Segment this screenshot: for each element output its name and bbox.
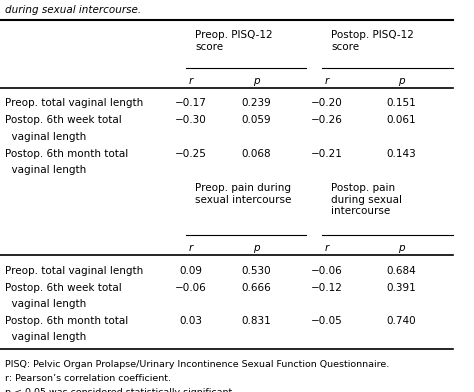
Text: Postop. 6th month total: Postop. 6th month total <box>5 316 128 326</box>
Text: −0.06: −0.06 <box>174 283 206 293</box>
Text: 0.151: 0.151 <box>386 98 416 109</box>
Text: −0.05: −0.05 <box>310 316 342 326</box>
Text: 0.391: 0.391 <box>386 283 416 293</box>
Text: 0.530: 0.530 <box>241 266 271 276</box>
Text: 0.143: 0.143 <box>386 149 416 159</box>
Text: r: r <box>188 76 192 86</box>
Text: 0.239: 0.239 <box>241 98 271 109</box>
Text: p: p <box>398 243 405 253</box>
Text: p: p <box>253 243 259 253</box>
Text: PISQ: Pelvic Organ Prolapse/Urinary Incontinence Sexual Function Questionnaire.: PISQ: Pelvic Organ Prolapse/Urinary Inco… <box>5 360 389 369</box>
Text: r: r <box>324 76 328 86</box>
Text: Preop. total vaginal length: Preop. total vaginal length <box>5 266 143 276</box>
Text: vaginal length: vaginal length <box>5 165 86 175</box>
Text: p < 0.05 was considered statistically significant.: p < 0.05 was considered statistically si… <box>5 388 235 392</box>
Text: −0.26: −0.26 <box>310 115 342 125</box>
Text: −0.17: −0.17 <box>174 98 206 109</box>
Text: −0.25: −0.25 <box>174 149 206 159</box>
Text: Preop. pain during
sexual intercourse: Preop. pain during sexual intercourse <box>195 183 292 205</box>
Text: vaginal length: vaginal length <box>5 299 86 309</box>
Text: Postop. 6th week total: Postop. 6th week total <box>5 283 121 293</box>
Text: vaginal length: vaginal length <box>5 132 86 142</box>
Text: vaginal length: vaginal length <box>5 332 86 342</box>
Text: 0.684: 0.684 <box>386 266 416 276</box>
Text: 0.03: 0.03 <box>179 316 202 326</box>
Text: r: Pearson’s correlation coefficient.: r: Pearson’s correlation coefficient. <box>5 374 171 383</box>
Text: 0.831: 0.831 <box>241 316 271 326</box>
Text: Preop. total vaginal length: Preop. total vaginal length <box>5 98 143 109</box>
Text: Postop. 6th month total: Postop. 6th month total <box>5 149 128 159</box>
Text: Postop. PISQ-12
score: Postop. PISQ-12 score <box>331 30 414 52</box>
Text: 0.061: 0.061 <box>386 115 416 125</box>
Text: Postop. pain
during sexual
intercourse: Postop. pain during sexual intercourse <box>331 183 402 216</box>
Text: 0.059: 0.059 <box>241 115 271 125</box>
Text: −0.30: −0.30 <box>174 115 206 125</box>
Text: −0.21: −0.21 <box>310 149 342 159</box>
Text: p: p <box>398 76 405 86</box>
Text: r: r <box>188 243 192 253</box>
Text: −0.20: −0.20 <box>310 98 342 109</box>
Text: r: r <box>324 243 328 253</box>
Text: Postop. 6th week total: Postop. 6th week total <box>5 115 121 125</box>
Text: during sexual intercourse.: during sexual intercourse. <box>5 5 141 15</box>
Text: 0.740: 0.740 <box>386 316 416 326</box>
Text: −0.06: −0.06 <box>310 266 342 276</box>
Text: p: p <box>253 76 259 86</box>
Text: 0.666: 0.666 <box>241 283 271 293</box>
Text: 0.09: 0.09 <box>179 266 202 276</box>
Text: −0.12: −0.12 <box>310 283 342 293</box>
Text: Preop. PISQ-12
score: Preop. PISQ-12 score <box>195 30 273 52</box>
Text: 0.068: 0.068 <box>241 149 271 159</box>
